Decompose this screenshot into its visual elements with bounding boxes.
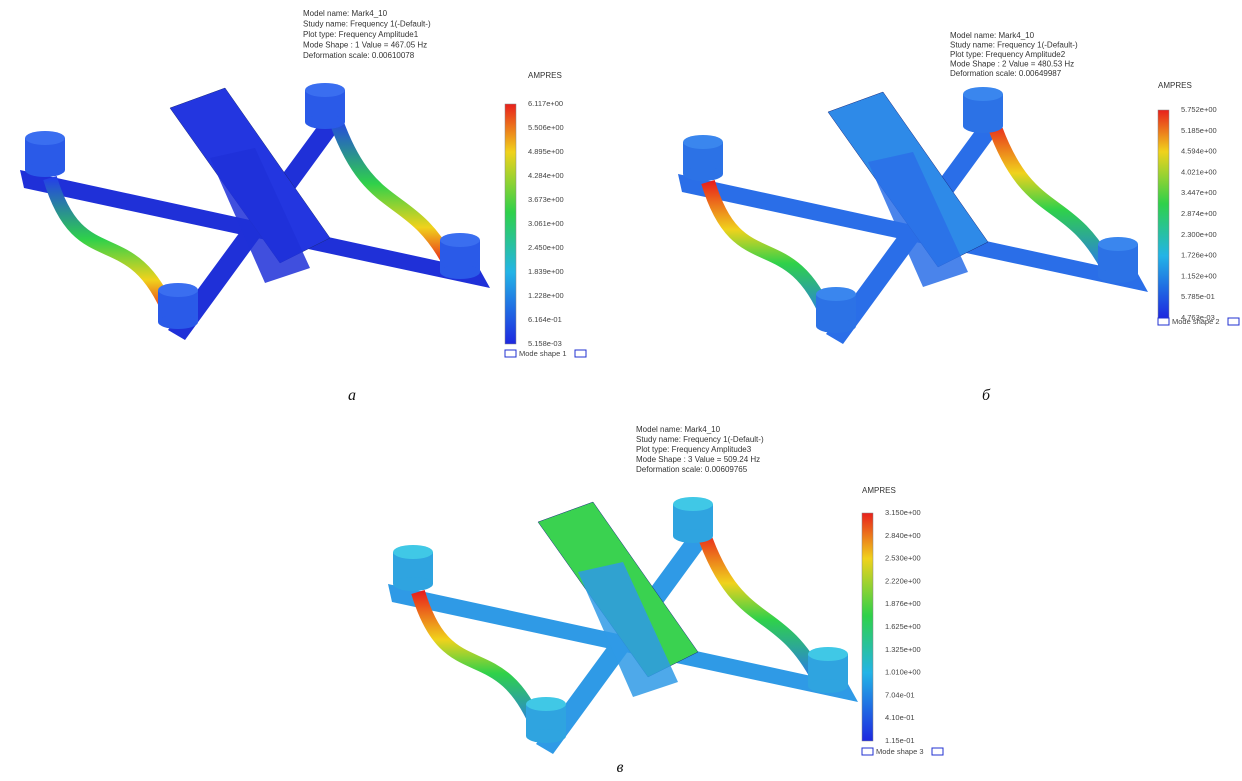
caption: а: [348, 387, 356, 404]
prev-mode-button: [862, 748, 873, 755]
header-line: Model name: Mark4_10: [303, 9, 388, 18]
motor-base: [673, 529, 713, 543]
motor-base: [963, 119, 1003, 133]
legend-tick-label: 5.158e-03: [528, 339, 562, 348]
header-line: Deformation scale: 0.00610078: [303, 51, 415, 60]
motor-top: [673, 497, 713, 511]
mode-label: Mode shape 2: [1172, 317, 1220, 326]
motor-base: [816, 319, 856, 333]
next-mode-button: [575, 350, 586, 357]
color-bar: [862, 513, 873, 741]
legend-tick-label: 1.839e+00: [528, 267, 564, 276]
mode-label: Mode shape 1: [519, 349, 567, 358]
legend-tick-label: 4.021e+00: [1181, 167, 1217, 176]
flex-arm: [335, 118, 450, 264]
legend-tick-label: 5.185e+00: [1181, 126, 1217, 135]
legend-title: AMPRES: [528, 71, 562, 80]
legend-tick-label: 3.061e+00: [528, 219, 564, 228]
legend-tick-label: 3.673e+00: [528, 195, 564, 204]
motor-top: [526, 697, 566, 711]
legend-tick-label: 4.284e+00: [528, 171, 564, 180]
legend-title: AMPRES: [1158, 81, 1192, 90]
header-line: Study name: Frequency 1(-Default-): [303, 20, 431, 29]
header-line: Mode Shape : 1 Value = 467.05 Hz: [303, 41, 427, 50]
motor-top: [683, 135, 723, 149]
panel: Model name: Mark4_10 Study name: Frequenc…: [20, 9, 586, 404]
legend-title: AMPRES: [862, 486, 896, 495]
legend-tick-label: 4.10e-01: [885, 713, 915, 722]
motor-base: [526, 729, 566, 743]
header-line: Deformation scale: 0.00609765: [636, 465, 748, 474]
motor-top: [816, 287, 856, 301]
mode-label: Mode shape 3: [876, 747, 924, 756]
motor-top: [808, 647, 848, 661]
header-line: Plot type: Frequency Amplitude1: [303, 30, 419, 39]
flex-arm: [703, 532, 818, 678]
legend-tick-label: 6.164e-01: [528, 315, 562, 324]
legend-tick-label: 4.895e+00: [528, 147, 564, 156]
legend-tick-label: 2.530e+00: [885, 554, 921, 563]
legend-tick-label: 1.876e+00: [885, 599, 921, 608]
legend-tick-label: 2.300e+00: [1181, 230, 1217, 239]
legend-tick-label: 1.152e+00: [1181, 271, 1217, 280]
legend-tick-label: 5.752e+00: [1181, 105, 1217, 114]
header-line: Model name: Mark4_10: [636, 425, 721, 434]
header-line: Deformation scale: 0.00649987: [950, 69, 1062, 78]
color-bar: [505, 104, 516, 344]
legend-tick-label: 7.04e-01: [885, 690, 915, 699]
motor-top: [1098, 237, 1138, 251]
legend-tick-label: 6.117e+00: [528, 99, 563, 108]
legend-tick-label: 2.874e+00: [1181, 209, 1217, 218]
motor-base: [393, 577, 433, 591]
motor-top: [25, 131, 65, 145]
motor-base: [305, 115, 345, 129]
motor-base: [158, 315, 198, 329]
legend-tick-label: 1.726e+00: [1181, 251, 1217, 260]
header-line: Mode Shape : 2 Value = 480.53 Hz: [950, 60, 1074, 69]
drone-model: [20, 83, 490, 340]
motor-base: [440, 265, 480, 279]
legend-tick-label: 1.010e+00: [885, 668, 921, 677]
figure: Model name: Mark4_10Study name: Frequenc…: [0, 0, 1242, 781]
color-bar: [1158, 110, 1169, 318]
legend-tick-label: 1.625e+00: [885, 622, 921, 631]
motor-top: [393, 545, 433, 559]
header-line: Study name: Frequency 1(-Default-): [950, 41, 1078, 50]
header-line: Plot type: Frequency Amplitude3: [636, 445, 752, 454]
legend-tick-label: 4.594e+00: [1181, 147, 1217, 156]
prev-mode-button: [505, 350, 516, 357]
legend-tick-label: 1.325e+00: [885, 645, 921, 654]
motor-base: [1098, 269, 1138, 283]
prev-mode-button: [1158, 318, 1169, 325]
legend-tick-label: 2.220e+00: [885, 576, 921, 585]
header-line: Study name: Frequency 1(-Default-): [636, 435, 764, 444]
legend-tick-label: 5.785e-01: [1181, 292, 1215, 301]
motor-top: [963, 87, 1003, 101]
header-line: Plot type: Frequency Amplitude2: [950, 50, 1066, 59]
motor-top: [305, 83, 345, 97]
legend-tick-label: 1.228e+00: [528, 291, 564, 300]
motor-top: [158, 283, 198, 297]
legend-tick-label: 1.15e-01: [885, 736, 915, 745]
next-mode-button: [932, 748, 943, 755]
motor-base: [808, 679, 848, 693]
legend-tick-label: 2.840e+00: [885, 531, 921, 540]
header-line: Mode Shape : 3 Value = 509.24 Hz: [636, 455, 760, 464]
caption: б: [982, 387, 991, 404]
header-line: Model name: Mark4_10: [950, 31, 1035, 40]
legend-tick-label: 3.150e+00: [885, 508, 921, 517]
drone-model: [678, 87, 1148, 344]
legend-tick-label: 3.447e+00: [1181, 188, 1217, 197]
drone-model: [388, 497, 858, 754]
legend-tick-label: 2.450e+00: [528, 243, 564, 252]
motor-top: [440, 233, 480, 247]
flex-arm: [993, 122, 1108, 268]
motor-base: [25, 163, 65, 177]
motor-base: [683, 167, 723, 181]
next-mode-button: [1228, 318, 1239, 325]
legend-tick-label: 5.506e+00: [528, 123, 564, 132]
caption: в: [617, 759, 624, 776]
